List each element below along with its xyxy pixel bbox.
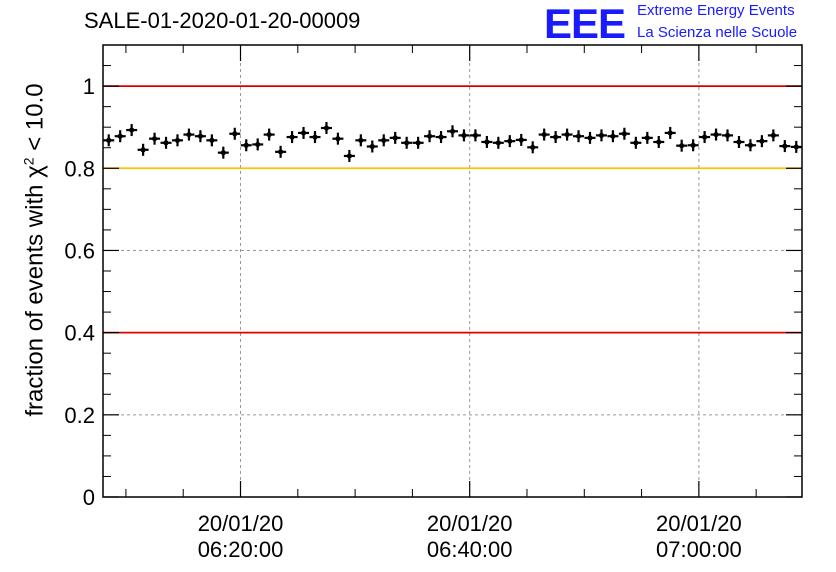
data-point xyxy=(229,127,241,140)
data-point xyxy=(263,128,275,141)
data-point xyxy=(664,126,676,139)
data-point xyxy=(607,130,619,143)
data-point xyxy=(584,131,596,144)
data-point xyxy=(538,128,550,141)
x-tick-label-date: 20/01/20 xyxy=(656,511,742,536)
data-point xyxy=(171,134,183,147)
data-point xyxy=(412,136,424,149)
reference-lines xyxy=(103,85,802,334)
data-point xyxy=(320,122,332,135)
logo-line-1: Extreme Energy Events xyxy=(637,2,795,19)
data-point xyxy=(378,134,390,147)
data-point xyxy=(217,146,229,159)
data-point xyxy=(733,135,745,148)
data-point xyxy=(744,139,756,152)
data-point xyxy=(389,131,401,144)
data-point xyxy=(527,141,539,154)
data-point xyxy=(103,134,115,147)
data-point xyxy=(366,140,378,153)
data-point xyxy=(435,131,447,144)
tick-labels: 00.20.40.60.8120/01/2006:20:0020/01/2006… xyxy=(64,74,741,562)
data-point xyxy=(401,136,413,149)
data-point xyxy=(767,129,779,142)
data-point xyxy=(573,130,585,143)
data-point xyxy=(286,131,298,144)
y-tick-label: 0.2 xyxy=(64,403,95,428)
data-point xyxy=(240,139,252,152)
data-point xyxy=(298,126,310,139)
data-point xyxy=(252,138,264,151)
data-points xyxy=(103,122,802,162)
axis-ticks xyxy=(103,45,802,498)
data-point xyxy=(447,125,458,138)
data-point xyxy=(275,145,287,158)
chart-title: SALE-01-2020-01-20-00009 xyxy=(84,8,361,33)
x-tick-label-time: 06:20:00 xyxy=(198,537,284,562)
data-point xyxy=(160,136,172,149)
y-tick-label: 0.8 xyxy=(64,156,95,181)
data-point xyxy=(756,135,768,148)
data-point xyxy=(332,132,344,145)
data-point xyxy=(630,136,642,149)
data-point xyxy=(504,135,516,148)
data-point xyxy=(114,130,126,143)
logo-line-2: La Scienza nelle Scuole xyxy=(637,24,798,41)
data-point xyxy=(653,135,665,148)
data-point xyxy=(469,129,481,142)
grid-layer xyxy=(103,45,802,497)
x-tick-label-time: 07:00:00 xyxy=(656,537,742,562)
data-point xyxy=(343,149,355,162)
data-point xyxy=(618,127,630,140)
data-point xyxy=(779,140,791,153)
data-point xyxy=(710,128,722,141)
x-tick-label-date: 20/01/20 xyxy=(427,511,513,536)
x-tick-label-time: 06:40:00 xyxy=(427,537,513,562)
data-point xyxy=(137,143,149,156)
data-point xyxy=(561,128,573,141)
data-point xyxy=(194,130,206,143)
data-point xyxy=(424,130,436,143)
data-point xyxy=(355,134,367,147)
data-point xyxy=(699,131,711,144)
data-point xyxy=(641,131,653,144)
data-point xyxy=(309,131,321,144)
data-point xyxy=(687,139,699,152)
data-point xyxy=(126,124,138,137)
data-point xyxy=(149,132,161,145)
plot-frame xyxy=(102,44,803,498)
data-point xyxy=(481,135,493,148)
data-point xyxy=(492,136,504,149)
eee-logo: EEE xyxy=(544,0,626,47)
x-tick-label-date: 20/01/20 xyxy=(198,511,284,536)
data-point xyxy=(722,129,734,142)
data-point xyxy=(206,134,218,147)
data-point xyxy=(790,140,802,153)
data-point xyxy=(676,139,688,152)
y-tick-label: 0.4 xyxy=(64,321,95,346)
data-point xyxy=(458,129,470,142)
data-point xyxy=(550,131,562,144)
data-point xyxy=(515,133,527,146)
data-point xyxy=(595,129,607,142)
y-tick-label: 0 xyxy=(83,485,95,510)
data-point xyxy=(183,128,195,141)
y-tick-label: 1 xyxy=(83,74,95,99)
y-tick-label: 0.6 xyxy=(64,238,95,263)
